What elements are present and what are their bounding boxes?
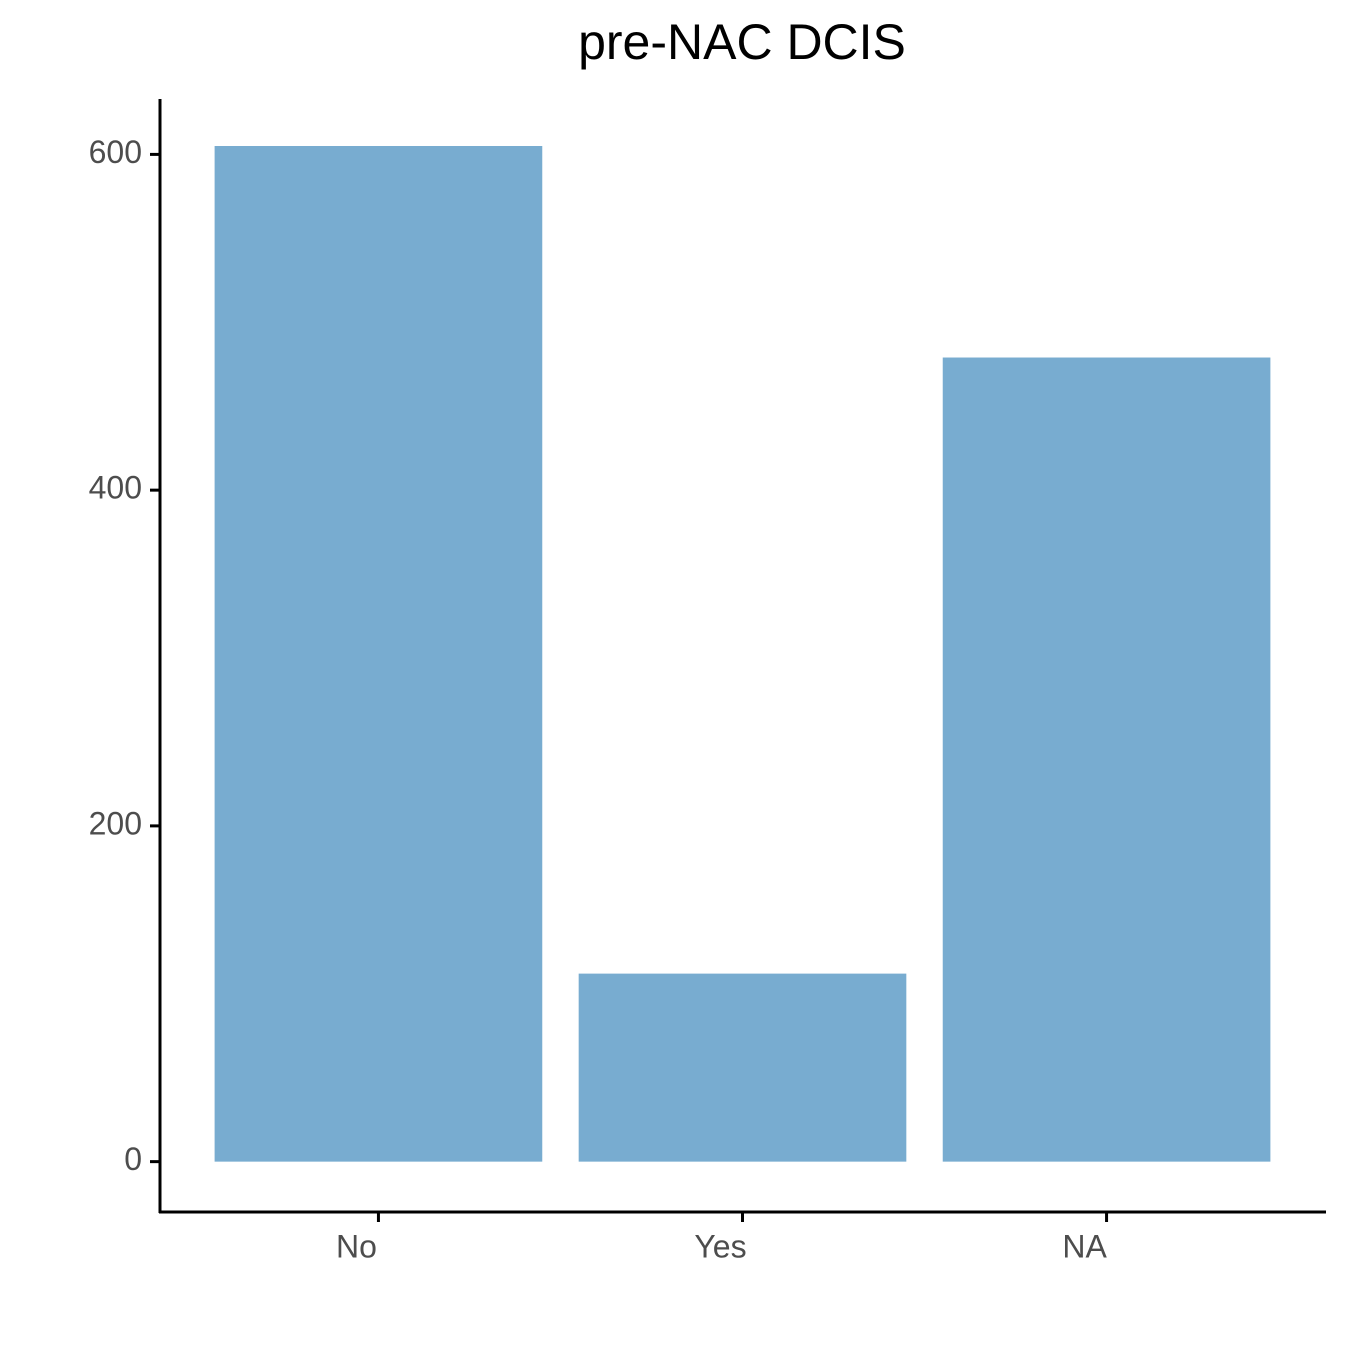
y-tick-label: 600: [89, 134, 142, 170]
x-tick-label: NA: [1062, 1228, 1107, 1264]
bar: [942, 357, 1271, 1162]
bar: [578, 973, 907, 1162]
x-tick-label: Yes: [694, 1228, 746, 1264]
chart-title: pre-NAC DCIS: [578, 14, 906, 70]
y-tick-label: 0: [124, 1141, 142, 1177]
y-tick-label: 400: [89, 470, 142, 506]
x-tick-label: No: [336, 1228, 377, 1264]
bar: [214, 146, 543, 1162]
y-tick-label: 200: [89, 805, 142, 841]
